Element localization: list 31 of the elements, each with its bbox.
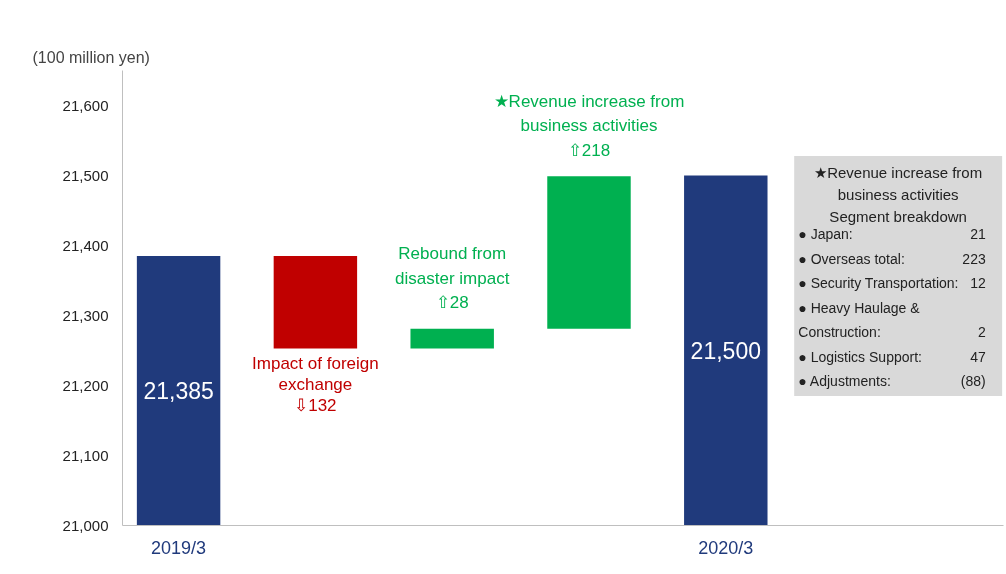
y-tick-label: 21,400: [62, 236, 109, 254]
y-tick-label: 21,600: [62, 96, 109, 114]
text: ● Adjustments:: [798, 373, 891, 390]
x-tick-label: 2019/3: [151, 537, 207, 558]
annotation: ★Revenue increase from business activities: [493, 91, 685, 136]
data-label: ⇩132: [294, 396, 337, 416]
y-tick-label: 21,200: [62, 376, 109, 394]
y-tick-label: 21,500: [62, 166, 109, 184]
text: ● Logistics Support:: [798, 348, 922, 365]
annotation: Impact of foreign exchange: [252, 354, 379, 395]
text: ● Overseas total:: [798, 250, 905, 267]
text: 47: [970, 348, 986, 365]
y-tick-label: 21,100: [62, 446, 109, 464]
y-tick-label: 21,300: [62, 306, 109, 324]
text: ● Heavy Haulage & Construction:: [798, 299, 921, 341]
data-label: ⇧218: [567, 140, 611, 160]
text: ● Japan:: [798, 226, 853, 243]
y-tick-label: 21,000: [62, 516, 109, 534]
text: 12: [970, 275, 986, 292]
text: (88): [960, 373, 986, 390]
data-label: ⇧28: [435, 293, 469, 313]
text: ● Security Transportation:: [798, 275, 959, 292]
text: ★Revenue increase from business activities Segment breakdown: [814, 164, 983, 225]
data-label: 21,500: [690, 338, 761, 364]
annotation: Rebound from disaster impact: [395, 244, 510, 288]
y-axis-title: (100 million yen): [32, 48, 150, 66]
text: 2: [977, 324, 986, 341]
text: 21: [970, 226, 986, 243]
data-label: 21,385: [143, 378, 214, 405]
x-tick-label: 2020/3: [698, 537, 754, 558]
text: 223: [962, 250, 986, 267]
